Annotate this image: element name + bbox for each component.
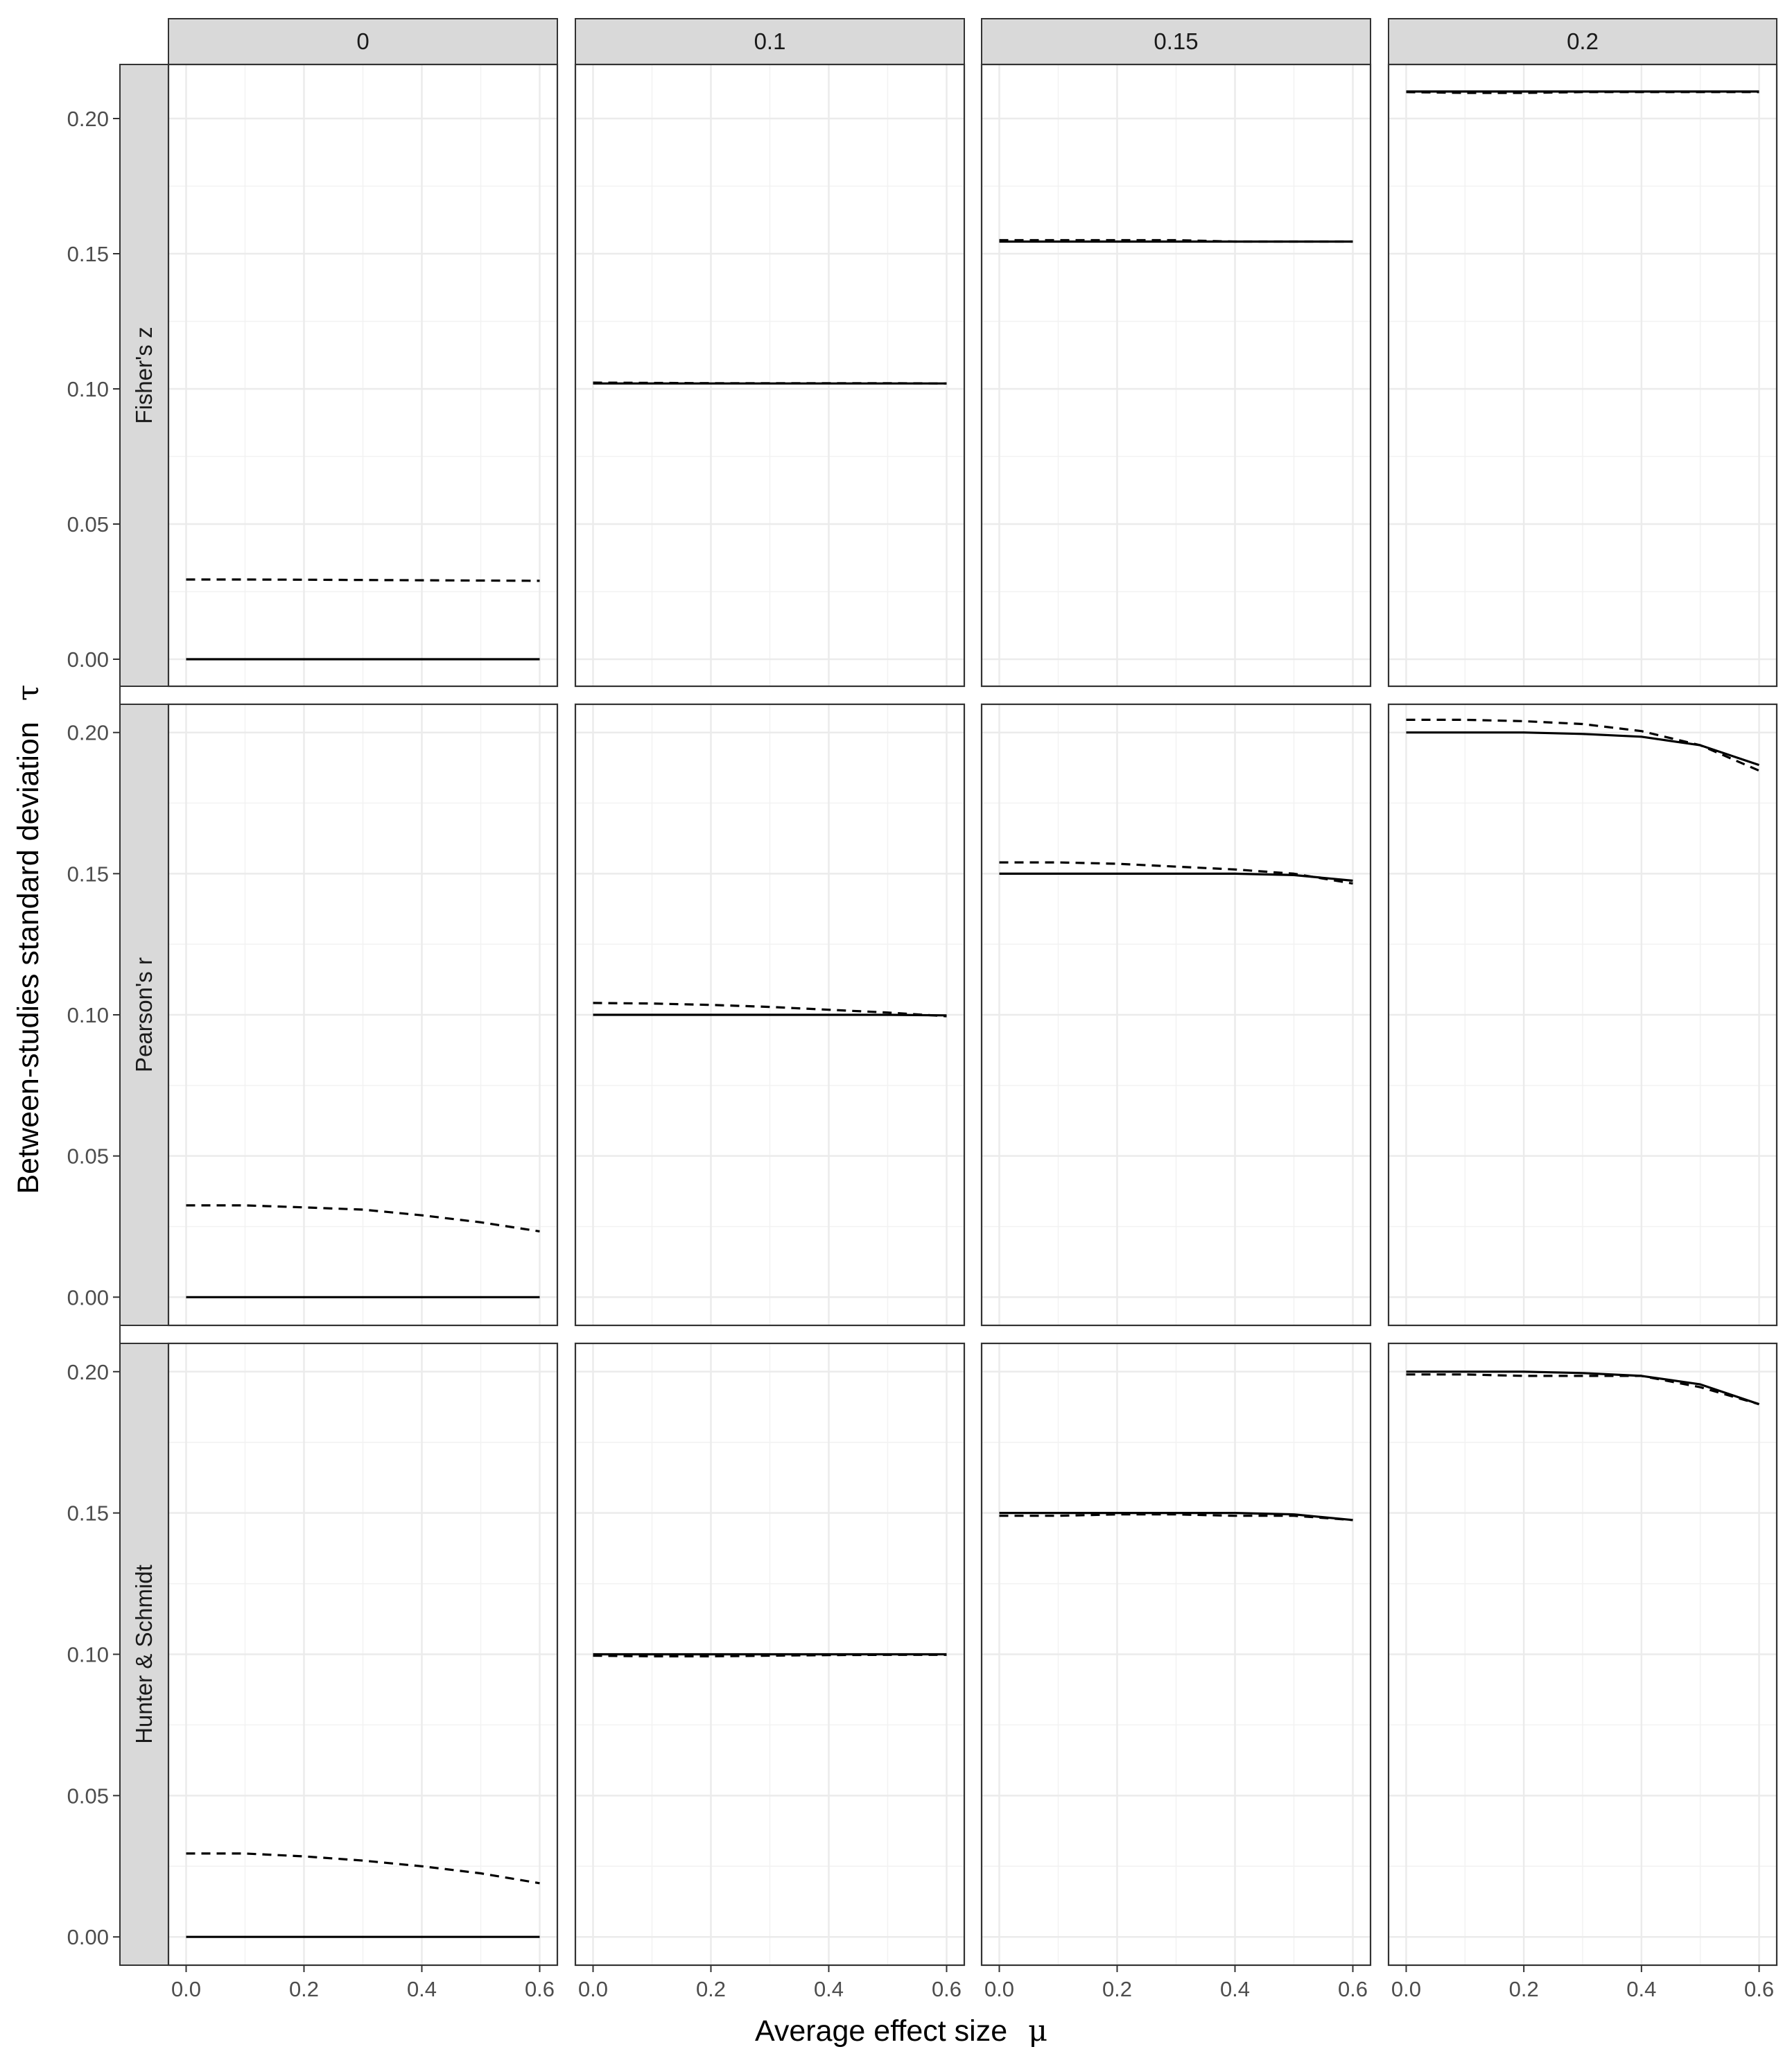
- panel-1-3: [1387, 703, 1778, 1327]
- x-axis-col-1: 0.0 0.2 0.4 0.6: [578, 1965, 962, 2001]
- y-axis-title-text: Between-studies standard deviation: [12, 722, 45, 1194]
- series-line-dashed: [186, 1204, 540, 1232]
- column-strip-label-3: 0.2: [1567, 28, 1599, 54]
- y-tick-label: 0.20: [67, 1360, 109, 1384]
- row-strip-label-1: Pearson's r: [131, 957, 157, 1072]
- x-tick-label: 0.6: [525, 1977, 555, 2001]
- panel-2-1: [574, 1342, 966, 1967]
- y-tick-label: 0.05: [67, 1144, 109, 1169]
- row-strip-1: [119, 704, 169, 1326]
- x-tick-label: 0.0: [578, 1977, 608, 2001]
- x-tick-label: 0.2: [1102, 1977, 1132, 2001]
- x-tick-label: 0.0: [171, 1977, 201, 2001]
- x-tick-label: 0.2: [696, 1977, 726, 2001]
- y-tick-label: 0.00: [67, 1285, 109, 1309]
- column-strip-label-1: 0.1: [754, 28, 786, 54]
- x-tick-label: 0.6: [1744, 1977, 1774, 2001]
- row-strip-0: [119, 64, 169, 687]
- x-tick-label: 0.2: [1509, 1977, 1539, 2001]
- panel-1-0: [167, 703, 559, 1327]
- column-strip-label-2: 0.15: [1154, 28, 1198, 54]
- x-tick-label: 0.0: [984, 1977, 1014, 2001]
- x-tick-label: 0.0: [1391, 1977, 1421, 2001]
- panels-layer: 0 0.1 0.15 0.2 Fisher's z Pearson's r Hunter &…: [67, 18, 1778, 2001]
- column-strip-2: [981, 18, 1371, 65]
- panel-border: [574, 1342, 966, 1967]
- panel-border: [1387, 703, 1778, 1327]
- y-axis-symbol: τ: [11, 684, 46, 701]
- y-tick-label: 0.15: [67, 1501, 109, 1526]
- x-tick-label: 0.4: [814, 1977, 844, 2001]
- y-axis-row-1: 0.00 0.05 0.10 0.15 0.20: [67, 721, 120, 1309]
- panel-0-3: [1387, 63, 1778, 688]
- x-axis-title: Average effect size μ: [755, 2014, 1047, 2048]
- x-tick-label: 0.4: [407, 1977, 437, 2001]
- y-tick-label: 0.20: [67, 107, 109, 131]
- x-axis-col-3: 0.0 0.2 0.4 0.6: [1391, 1965, 1774, 2001]
- x-tick-label: 0.4: [1220, 1977, 1250, 2001]
- series-line-solid: [1406, 731, 1760, 767]
- x-axis-symbol: μ: [1028, 2014, 1047, 2048]
- panel-border: [574, 703, 966, 1327]
- y-tick-label: 0.05: [67, 512, 109, 537]
- column-strip-1: [575, 18, 965, 65]
- panel-0-2: [980, 63, 1372, 688]
- series-line-dashed: [186, 1852, 540, 1885]
- y-tick-label: 0.00: [67, 1925, 109, 1949]
- row-strip-label-0: Fisher's z: [131, 326, 157, 424]
- y-tick-label: 0.10: [67, 377, 109, 401]
- x-axis-title-text: Average effect size: [755, 2014, 1007, 2048]
- series-line-solid: [1406, 1370, 1760, 1406]
- panel-border: [167, 1342, 559, 1967]
- panel-border: [167, 703, 559, 1327]
- panel-2-2: [980, 1342, 1372, 1967]
- panel-border: [980, 1342, 1372, 1967]
- panel-border: [980, 63, 1372, 688]
- panel-border: [1387, 1342, 1778, 1967]
- y-axis-row-0: 0.00 0.05 0.10 0.15 0.20: [67, 107, 120, 672]
- x-tick-label: 0.4: [1626, 1977, 1656, 2001]
- row-strip-2: [119, 1343, 169, 1966]
- panel-border: [1387, 63, 1778, 688]
- x-axis-col-0: 0.0 0.2 0.4 0.6: [171, 1965, 555, 2001]
- row-strip-label-2: Hunter & Schmidt: [131, 1565, 157, 1744]
- y-tick-label: 0.05: [67, 1784, 109, 1808]
- panel-border: [167, 63, 559, 688]
- panel-border: [980, 703, 1372, 1327]
- panel-1-2: [980, 703, 1372, 1327]
- x-tick-label: 0.2: [289, 1977, 319, 2001]
- y-tick-label: 0.20: [67, 721, 109, 745]
- series-line-dashed: [1406, 1373, 1759, 1406]
- series-line-dashed: [593, 1002, 947, 1018]
- panel-2-3: [1387, 1342, 1778, 1967]
- panel-1-1: [574, 703, 966, 1327]
- y-tick-label: 0.10: [67, 1003, 109, 1027]
- series-line-solid: [999, 1512, 1353, 1522]
- series-line-dashed: [999, 861, 1353, 885]
- panel-0-0: [167, 63, 559, 688]
- panel-2-0: [167, 1342, 559, 1967]
- column-strip-0: [168, 18, 558, 65]
- y-tick-label: 0.15: [67, 242, 109, 266]
- y-tick-label: 0.10: [67, 1643, 109, 1667]
- series-line-dashed: [999, 1513, 1353, 1522]
- series-line-solid: [999, 872, 1353, 882]
- x-tick-label: 0.6: [932, 1977, 962, 2001]
- x-tick-label: 0.6: [1338, 1977, 1368, 2001]
- panel-border: [574, 63, 966, 688]
- y-axis-title: Between-studies standard deviation τ: [11, 684, 46, 1194]
- y-tick-label: 0.00: [67, 647, 109, 672]
- series-line-dashed: [186, 578, 540, 582]
- y-axis-row-2: 0.00 0.05 0.10 0.15 0.20: [67, 1360, 120, 1949]
- column-strip-label-0: 0: [356, 28, 369, 54]
- panel-0-1: [574, 63, 966, 688]
- y-tick-label: 0.15: [67, 862, 109, 886]
- series-line-solid: [593, 1013, 947, 1017]
- x-axis-col-2: 0.0 0.2 0.4 0.6: [984, 1965, 1368, 2001]
